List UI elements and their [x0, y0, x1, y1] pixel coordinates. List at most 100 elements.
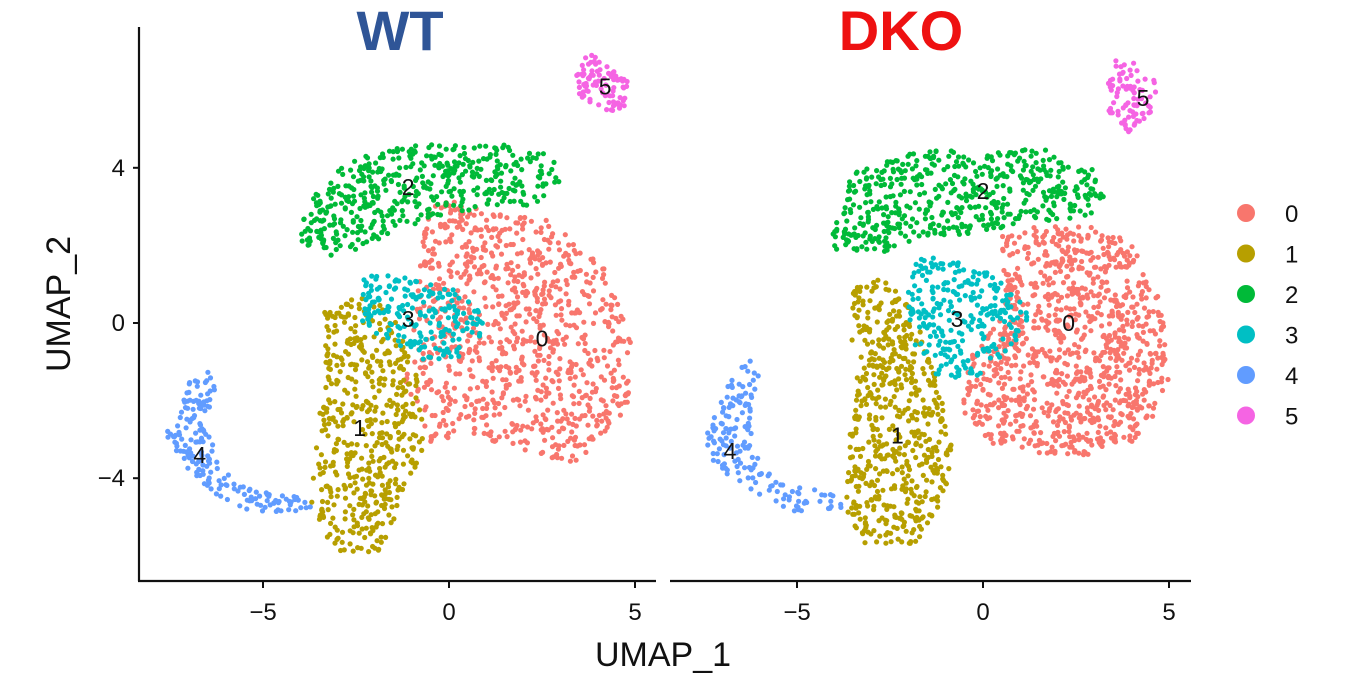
- legend-label-1: 1: [1285, 242, 1298, 269]
- point-cluster-1: [326, 334, 332, 340]
- point-cluster-1: [353, 323, 359, 329]
- point-cluster-1: [878, 300, 884, 306]
- point-cluster-0: [1000, 233, 1006, 240]
- point-cluster-1: [413, 383, 419, 389]
- point-cluster-2: [919, 181, 925, 188]
- point-cluster-1: [893, 458, 899, 464]
- point-cluster-3: [420, 356, 426, 362]
- point-cluster-2: [392, 198, 398, 204]
- point-cluster-2: [956, 207, 962, 213]
- point-cluster-0: [1057, 237, 1063, 244]
- point-cluster-2: [384, 213, 391, 219]
- point-cluster-0: [550, 349, 556, 355]
- point-cluster-0: [456, 416, 462, 422]
- point-cluster-3: [426, 293, 432, 299]
- point-cluster-3: [386, 283, 392, 290]
- point-cluster-1: [351, 490, 357, 496]
- point-cluster-4: [241, 491, 247, 497]
- point-cluster-3: [401, 334, 407, 340]
- point-cluster-0: [1017, 376, 1023, 382]
- point-cluster-0: [1025, 352, 1031, 358]
- point-cluster-1: [940, 472, 946, 478]
- point-cluster-2: [1044, 172, 1050, 178]
- point-cluster-2: [397, 189, 403, 195]
- point-cluster-3: [445, 315, 451, 321]
- point-cluster-0: [1134, 301, 1140, 307]
- point-cluster-2: [917, 172, 923, 178]
- point-cluster-2: [457, 179, 463, 185]
- point-cluster-1: [381, 496, 387, 502]
- point-cluster-2: [1078, 167, 1084, 173]
- point-cluster-3: [910, 296, 916, 302]
- point-cluster-0: [1095, 274, 1101, 280]
- point-cluster-1: [911, 351, 918, 357]
- point-cluster-1: [330, 415, 336, 421]
- point-cluster-0: [601, 347, 607, 353]
- point-cluster-3: [409, 321, 415, 327]
- point-cluster-0: [1031, 397, 1038, 403]
- point-cluster-0: [558, 306, 565, 312]
- point-cluster-1: [380, 410, 386, 416]
- point-cluster-2: [1062, 185, 1068, 191]
- point-cluster-1: [344, 463, 350, 469]
- point-cluster-3: [989, 275, 996, 281]
- point-cluster-0: [1102, 264, 1108, 270]
- point-cluster-1: [920, 366, 926, 372]
- point-cluster-0: [615, 338, 621, 345]
- point-cluster-1: [866, 439, 872, 445]
- point-cluster-1: [348, 304, 354, 310]
- point-cluster-0: [489, 368, 495, 374]
- point-cluster-2: [436, 143, 443, 149]
- point-cluster-1: [892, 288, 899, 294]
- point-cluster-0: [1140, 272, 1146, 278]
- point-cluster-0: [538, 229, 544, 235]
- point-cluster-1: [338, 355, 344, 361]
- point-cluster-5: [1111, 100, 1117, 106]
- point-cluster-2: [1018, 208, 1024, 214]
- point-cluster-0: [553, 442, 559, 448]
- point-cluster-1: [383, 534, 389, 541]
- point-cluster-0: [472, 410, 478, 416]
- point-cluster-0: [980, 387, 986, 393]
- point-cluster-1: [331, 502, 337, 508]
- point-cluster-0: [420, 239, 426, 245]
- point-cluster-0: [589, 389, 596, 395]
- point-cluster-0: [1139, 289, 1145, 295]
- point-cluster-2: [1070, 208, 1077, 214]
- point-cluster-0: [1054, 390, 1060, 396]
- point-cluster-0: [1076, 264, 1082, 270]
- point-cluster-0: [550, 400, 556, 406]
- point-cluster-1: [395, 421, 401, 427]
- point-cluster-0: [441, 417, 447, 424]
- point-cluster-4: [210, 442, 216, 448]
- point-cluster-1: [909, 530, 915, 536]
- point-cluster-0: [567, 260, 573, 266]
- point-cluster-1: [364, 359, 371, 365]
- point-cluster-2: [408, 155, 414, 161]
- point-cluster-0: [504, 215, 510, 221]
- point-cluster-0: [1051, 234, 1057, 241]
- point-cluster-2: [939, 212, 945, 218]
- point-cluster-4: [179, 436, 185, 442]
- point-cluster-4: [205, 403, 211, 409]
- point-cluster-0: [500, 390, 506, 396]
- point-cluster-4: [302, 499, 308, 505]
- point-cluster-2: [361, 195, 367, 201]
- point-cluster-1: [884, 327, 890, 333]
- point-cluster-0: [523, 319, 529, 325]
- point-cluster-0: [482, 295, 488, 301]
- point-cluster-1: [887, 381, 893, 387]
- point-cluster-1: [323, 384, 329, 391]
- point-cluster-4: [174, 443, 180, 449]
- point-cluster-0: [542, 437, 548, 443]
- point-cluster-0: [1082, 324, 1088, 330]
- point-cluster-1: [887, 359, 893, 365]
- point-cluster-1: [887, 503, 894, 509]
- point-cluster-2: [977, 165, 983, 171]
- point-cluster-2: [898, 181, 904, 187]
- point-cluster-0: [547, 240, 553, 246]
- point-cluster-0: [437, 421, 443, 427]
- point-cluster-0: [488, 339, 494, 345]
- point-cluster-2: [484, 189, 490, 195]
- point-cluster-2: [1058, 188, 1064, 195]
